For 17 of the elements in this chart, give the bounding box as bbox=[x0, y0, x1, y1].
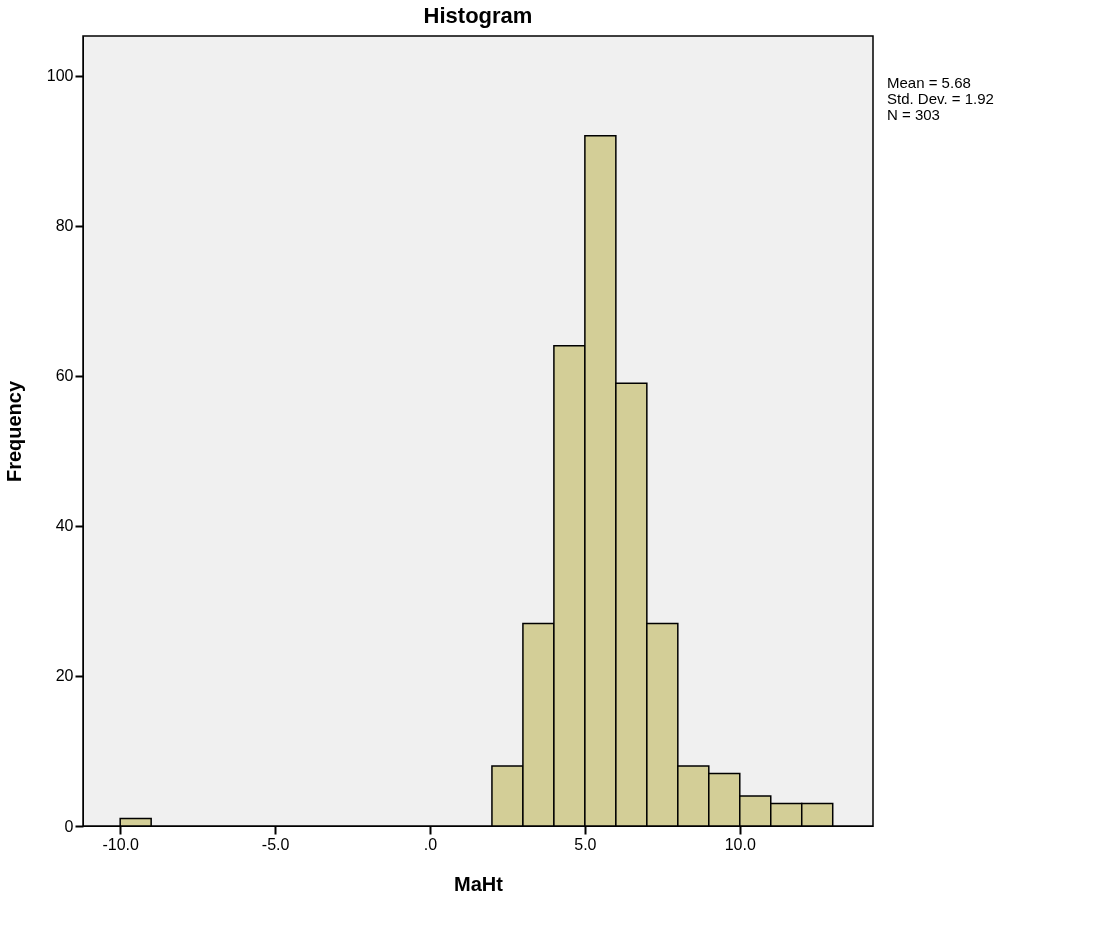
chart-title: Histogram bbox=[423, 3, 533, 28]
y-tick-label: 80 bbox=[55, 217, 74, 235]
text: Mean = 5.68 bbox=[887, 74, 971, 91]
x-axis-title: MaHt bbox=[454, 872, 504, 895]
y-tick-label: 60 bbox=[55, 367, 74, 385]
y-tick-label: 20 bbox=[55, 667, 74, 685]
x-tick-label: 10.0 bbox=[724, 835, 756, 853]
x-tick-label: 5.0 bbox=[574, 835, 597, 853]
x-tick-label: -10.0 bbox=[102, 835, 140, 853]
y-tick-label: 0 bbox=[64, 817, 74, 835]
y-tick-label: 100 bbox=[46, 67, 74, 85]
y-tick-label: 40 bbox=[55, 517, 74, 535]
x-tick-label: .0 bbox=[423, 835, 438, 853]
x-tick-label: -5.0 bbox=[261, 835, 290, 853]
text: Std. Dev. = 1.92 bbox=[887, 90, 994, 107]
y-axis-title: Frequency bbox=[2, 380, 25, 483]
text: N = 303 bbox=[887, 106, 940, 123]
